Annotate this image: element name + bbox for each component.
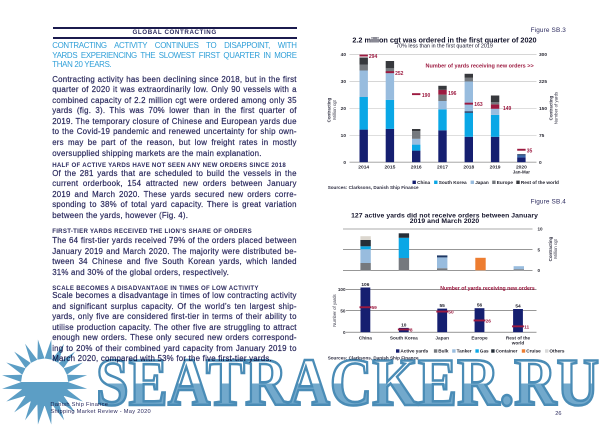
svg-text:2014: 2014 [358, 164, 369, 170]
svg-text:Jan-Mar: Jan-Mar [513, 170, 531, 175]
svg-text:Number of yards receiving new: Number of yards receiving new orders [440, 286, 535, 292]
svg-text:294: 294 [369, 54, 378, 60]
svg-text:Sources: Clarksons, Danish Shi: Sources: Clarksons, Danish Ship Finance [328, 355, 419, 360]
svg-text:Million cgt: Million cgt [332, 99, 337, 119]
svg-text:2015: 2015 [384, 164, 395, 170]
svg-text:35: 35 [527, 148, 533, 154]
svg-text:Cruise: Cruise [526, 349, 541, 354]
svg-text:Sources: Clarksons, Danish Shi: Sources: Clarksons, Danish Ship Finance [328, 185, 419, 190]
svg-text:SEATRACKER.RU: SEATRACKER.RU [96, 344, 599, 420]
svg-text:5: 5 [538, 247, 541, 252]
svg-text:30: 30 [341, 79, 347, 85]
svg-text:11: 11 [524, 324, 529, 330]
svg-text:0: 0 [538, 268, 541, 273]
svg-text:26: 26 [486, 318, 492, 324]
svg-text:Container: Container [496, 349, 518, 354]
svg-text:China: China [417, 180, 430, 185]
svg-text:Contracting: Contracting [548, 236, 553, 261]
svg-text:0: 0 [343, 160, 346, 166]
svg-text:South Korea: South Korea [390, 335, 418, 340]
svg-text:Gas: Gas [480, 349, 489, 354]
svg-text:70% less than in the first qua: 70% less than in the first quarter of 20… [396, 44, 493, 50]
svg-text:8: 8 [410, 327, 413, 333]
svg-text:0: 0 [539, 160, 542, 166]
svg-text:40: 40 [341, 52, 347, 58]
svg-text:2016: 2016 [411, 164, 422, 170]
svg-text:300: 300 [539, 52, 547, 58]
svg-text:2019 and March 2020: 2019 and March 2020 [410, 218, 480, 225]
svg-text:54: 54 [515, 303, 521, 309]
svg-text:10: 10 [538, 227, 544, 232]
svg-text:127 active yards did not recei: 127 active yards did not receive orders … [351, 212, 538, 219]
svg-text:Active yards: Active yards [400, 349, 428, 354]
svg-text:Others: Others [549, 349, 565, 354]
svg-text:20: 20 [341, 106, 347, 112]
svg-text:Number of yards: Number of yards [332, 293, 337, 326]
svg-text:Japan: Japan [475, 180, 489, 185]
svg-text:Number of yards receiving new: Number of yards receiving new orders >> [425, 63, 533, 69]
svg-text:225: 225 [539, 79, 547, 85]
svg-text:50: 50 [340, 308, 346, 313]
svg-text:106: 106 [361, 282, 369, 288]
svg-text:2018: 2018 [463, 164, 474, 170]
svg-text:Contracting: Contracting [549, 95, 554, 120]
svg-text:Japan: Japan [435, 335, 449, 340]
svg-text:150: 150 [539, 106, 547, 112]
svg-text:2019: 2019 [490, 164, 501, 170]
svg-text:2017: 2017 [437, 164, 448, 170]
svg-text:75: 75 [539, 133, 545, 139]
svg-text:Rest of the: Rest of the [506, 335, 531, 340]
svg-text:50: 50 [448, 310, 454, 316]
svg-text:252: 252 [395, 71, 404, 77]
svg-text:Europe: Europe [471, 335, 488, 340]
svg-text:56: 56 [477, 303, 483, 309]
svg-text:55: 55 [440, 303, 446, 309]
svg-text:190: 190 [422, 93, 431, 99]
svg-text:Million cgt: Million cgt [553, 238, 558, 258]
svg-text:Contracting: Contracting [327, 97, 332, 122]
svg-text:world: world [511, 340, 525, 345]
svg-text:2020: 2020 [516, 164, 527, 170]
svg-text:163: 163 [474, 102, 483, 108]
svg-text:0: 0 [343, 330, 346, 335]
svg-text:Europe: Europe [497, 180, 514, 185]
svg-text:China: China [359, 335, 372, 340]
svg-text:Number of yards: Number of yards [554, 91, 559, 124]
svg-text:59: 59 [372, 305, 378, 311]
svg-text:10: 10 [341, 133, 347, 139]
svg-text:Bulk: Bulk [438, 349, 449, 354]
svg-text:196: 196 [448, 91, 457, 97]
svg-text:South Korea: South Korea [439, 180, 467, 185]
svg-text:10: 10 [401, 322, 407, 328]
svg-text:Figure SB.3: Figure SB.3 [531, 27, 567, 34]
svg-text:Rest of the world: Rest of the world [521, 180, 559, 185]
svg-text:Tanker: Tanker [457, 349, 472, 354]
svg-text:2.2 million cgt was ordered in: 2.2 million cgt was ordered in the first… [352, 36, 536, 45]
svg-text:26: 26 [555, 411, 561, 417]
svg-text:Figure SB.4: Figure SB.4 [531, 199, 567, 206]
svg-text:100: 100 [338, 287, 346, 292]
svg-text:149: 149 [503, 106, 512, 112]
